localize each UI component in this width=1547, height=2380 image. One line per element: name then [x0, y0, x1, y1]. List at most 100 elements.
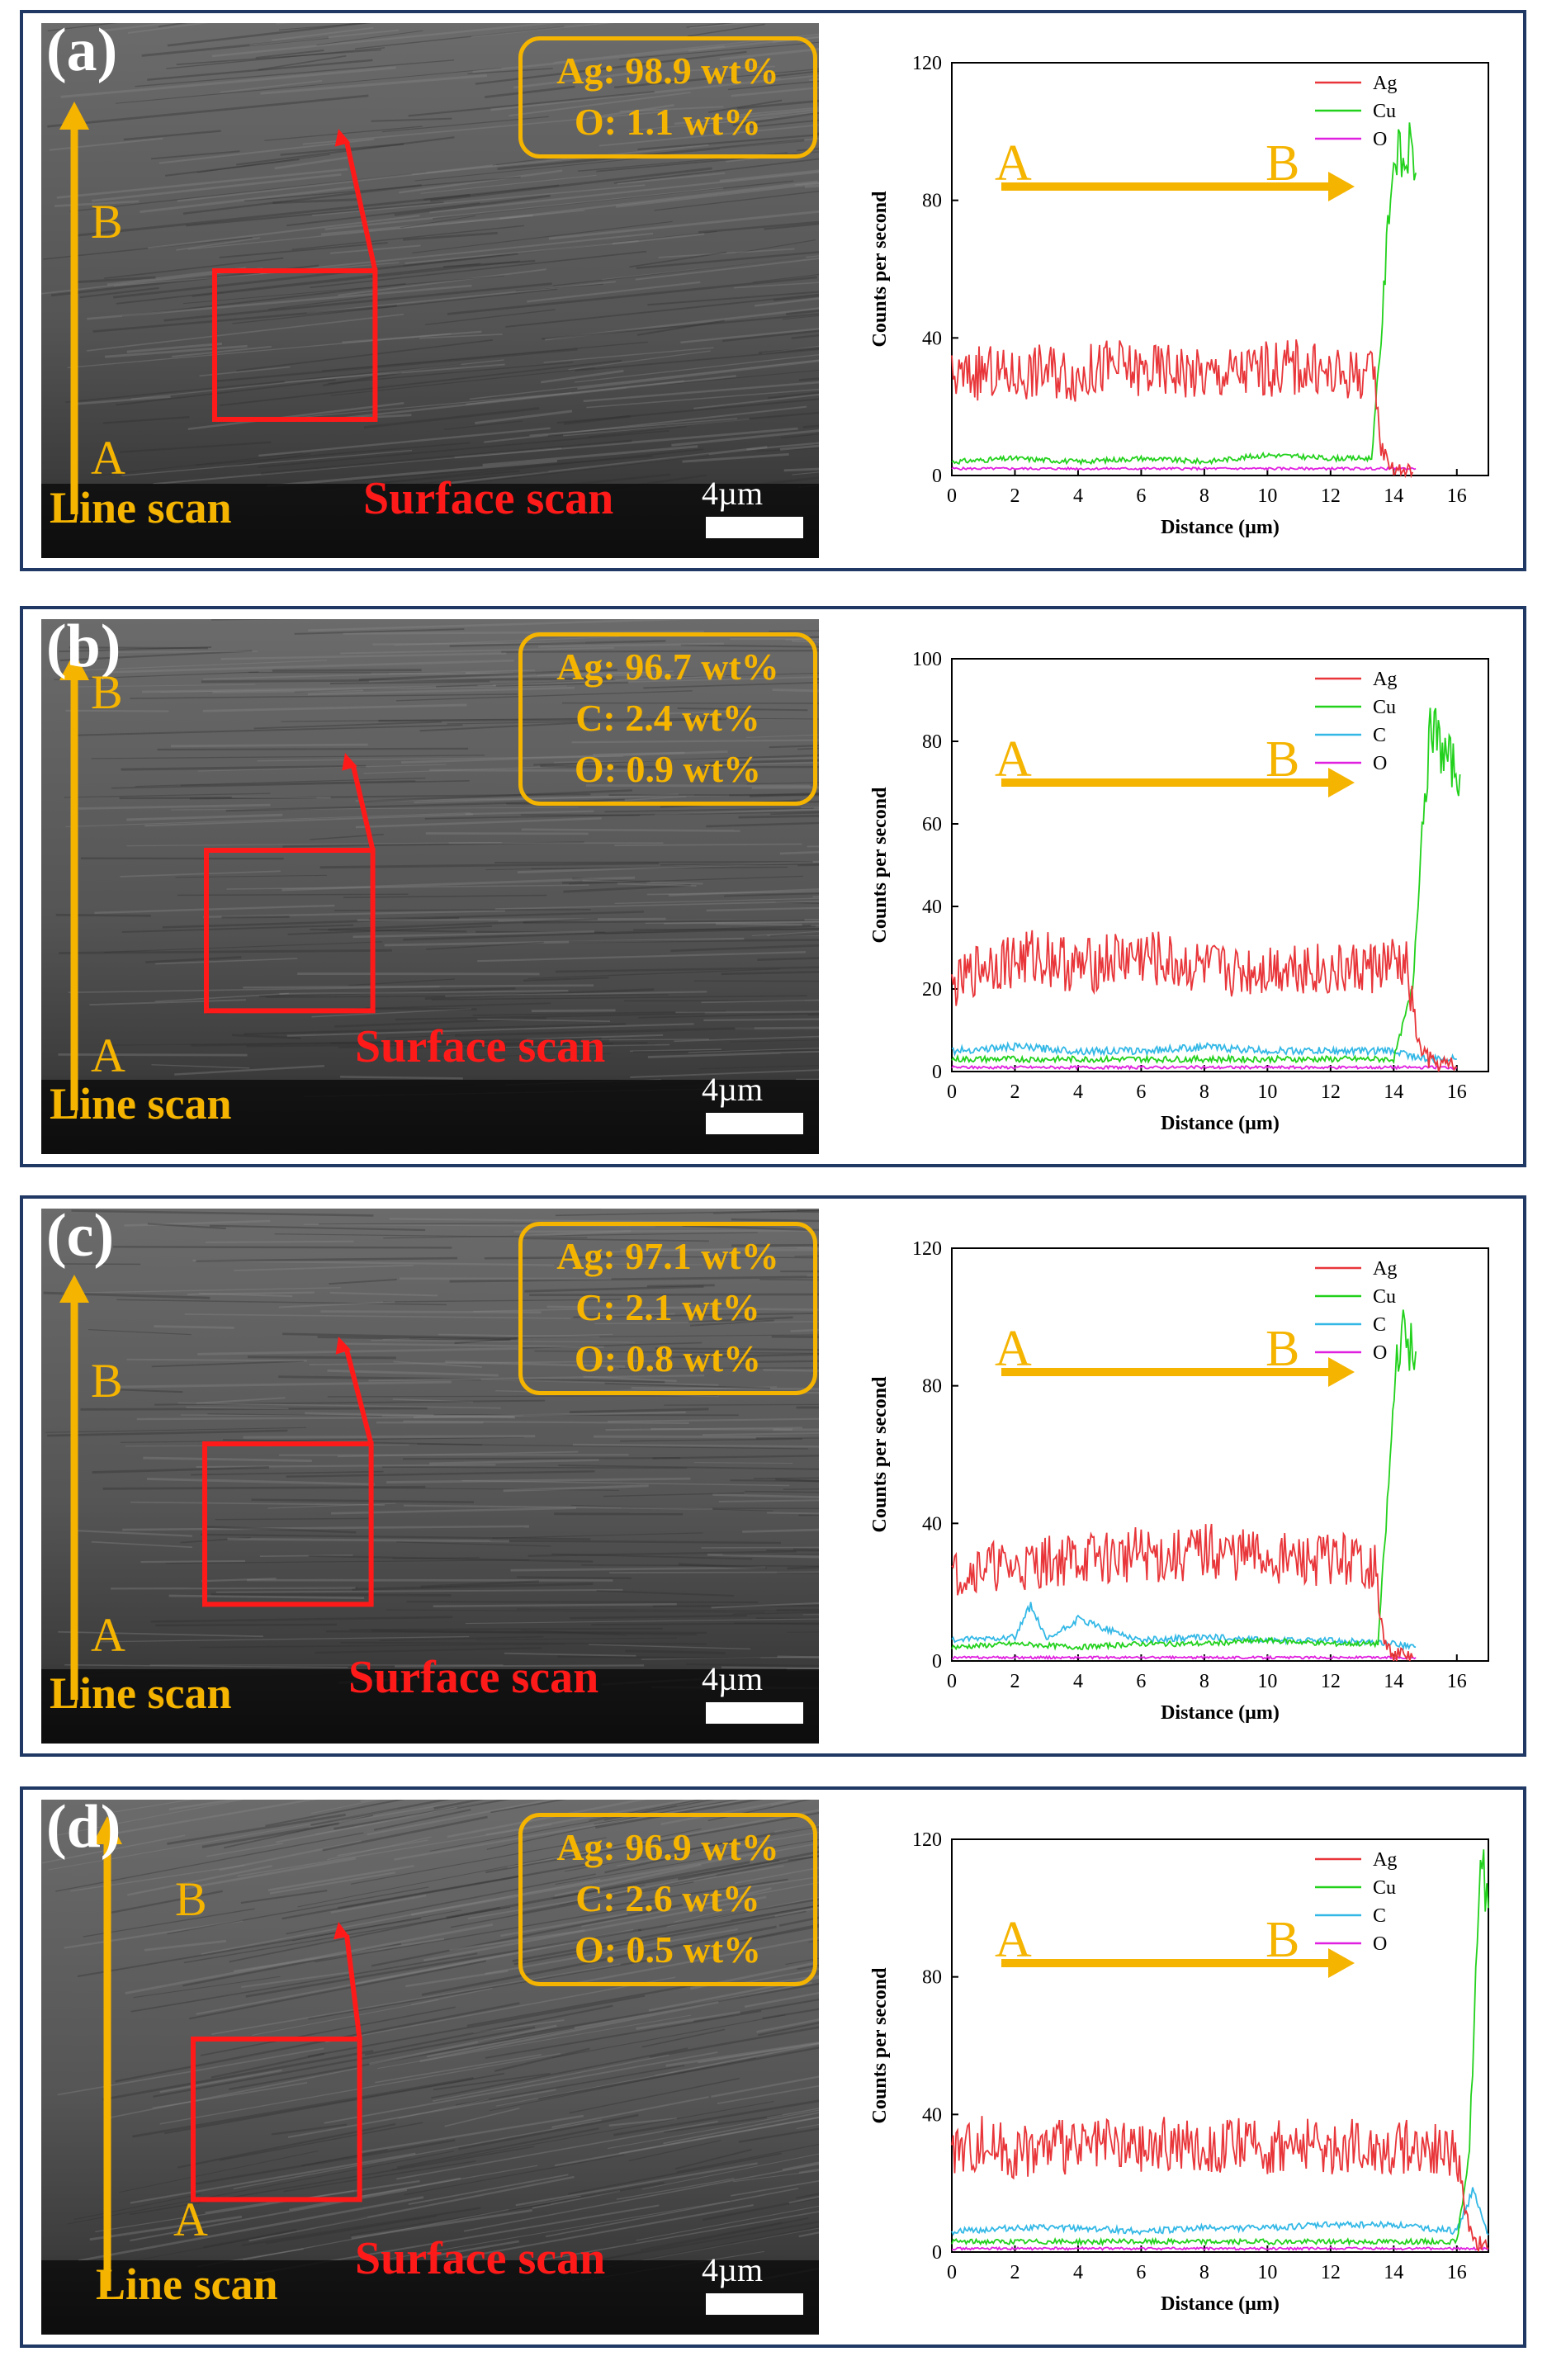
x-tick-label: 4	[1073, 2262, 1083, 2283]
point-a-label: A	[91, 431, 125, 485]
x-tick-label: 16	[1447, 1671, 1467, 1692]
surface-scan-label: Surface scan	[355, 1021, 606, 1072]
composition-box: Ag: 98.9 wt% O: 1.1 wt%	[518, 36, 817, 159]
y-tick-label: 0	[932, 1062, 942, 1083]
legend-label-o: O	[1373, 129, 1387, 150]
scan-direction-arrowhead	[1328, 1357, 1355, 1387]
y-tick-label: 0	[932, 1651, 942, 1673]
series-line-o	[951, 1654, 1417, 1661]
y-tick-label: 0	[932, 466, 942, 487]
plot-frame	[951, 658, 1489, 1072]
series-line-cu	[951, 1309, 1417, 1651]
panel-label: (c)	[46, 1209, 115, 1270]
y-tick-label: 60	[922, 814, 942, 835]
scale-bar-label: 4µm	[702, 2251, 764, 2288]
sem-texture	[41, 1800, 819, 2335]
arrow-end-label: B	[1266, 135, 1299, 192]
arrow-end-label: B	[1266, 1912, 1299, 1968]
sem-texture	[41, 23, 819, 558]
legend-label-ag: Ag	[1373, 669, 1397, 690]
sem-micrograph: (a) Ag: 98.9 wt% O: 1.1 wt% B A Line sca…	[41, 23, 819, 558]
x-axis-label: Distance (µm)	[1161, 1113, 1280, 1134]
plot-frame	[951, 1247, 1489, 1662]
scale-bar-label: 4µm	[702, 1660, 764, 1697]
legend-label-ag: Ag	[1373, 73, 1397, 94]
composition-o: O: 0.8 wt%	[574, 1337, 762, 1379]
series-line-ag	[951, 339, 1414, 479]
sem-micrograph: (d) Ag: 96.9 wt% C: 2.6 wt% O: 0.5 wt% B…	[41, 1800, 819, 2335]
arrow-end-label: B	[1266, 731, 1299, 788]
series-line-c	[951, 1602, 1417, 1651]
legend-label-c: C	[1373, 1314, 1386, 1336]
line-scan-chart: 0 2 4 6 8 10 12 14 16 0 20 40 60 80 100 Distance (µm) Co…	[869, 649, 1489, 1134]
x-tick-label: 8	[1199, 1081, 1209, 1103]
x-tick-label: 10	[1257, 485, 1277, 507]
series-line-ag	[951, 1523, 1414, 1662]
composition-box: Ag: 97.1 wt% C: 2.1 wt% O: 0.8 wt%	[518, 1222, 817, 1395]
composition-c: C: 2.1 wt%	[575, 1286, 760, 1328]
y-axis-label: Counts per second	[869, 1376, 891, 1533]
surface-scan-label: Surface scan	[348, 1652, 599, 1703]
y-tick-label: 0	[932, 2242, 942, 2264]
x-tick-label: 14	[1384, 1081, 1403, 1103]
y-tick-label: 100	[912, 649, 942, 670]
x-tick-label: 0	[947, 485, 957, 507]
x-tick-label: 0	[947, 1671, 957, 1692]
legend-label-o: O	[1373, 1933, 1387, 1955]
figure-panel-a: (a) Ag: 98.9 wt% O: 1.1 wt% B A Line sca…	[20, 10, 1526, 571]
x-tick-label: 12	[1321, 1081, 1341, 1103]
x-axis-label: Distance (µm)	[1161, 1702, 1280, 1724]
point-b-label: B	[91, 665, 123, 719]
sem-texture	[41, 1209, 819, 1744]
legend-label-o: O	[1373, 1342, 1387, 1364]
composition-ag: Ag: 96.9 wt%	[556, 1826, 779, 1868]
line-scan-chart: 0 2 4 6 8 10 12 14 16 0 40 80 120 Distance (µm) Counts…	[869, 1238, 1489, 1724]
y-tick-label: 80	[922, 191, 942, 212]
x-tick-label: 6	[1136, 1671, 1146, 1692]
point-a-label: A	[173, 2193, 208, 2246]
arrow-start-label: A	[995, 1321, 1032, 1377]
x-tick-label: 12	[1321, 2262, 1341, 2283]
composition-box: Ag: 96.9 wt% C: 2.6 wt% O: 0.5 wt%	[518, 1813, 817, 1986]
plot-frame	[951, 62, 1489, 476]
x-tick-label: 4	[1073, 1081, 1083, 1103]
point-b-label: B	[91, 195, 123, 248]
x-tick-label: 2	[1010, 485, 1020, 507]
y-tick-label: 80	[922, 731, 942, 753]
x-tick-label: 8	[1199, 1671, 1209, 1692]
y-axis-label: Counts per second	[869, 191, 891, 348]
composition-ag: Ag: 97.1 wt%	[556, 1235, 779, 1277]
series-line-cu	[951, 707, 1461, 1065]
x-tick-label: 2	[1010, 1671, 1020, 1692]
arrow-end-label: B	[1266, 1321, 1299, 1377]
legend-label-cu: Cu	[1373, 697, 1396, 718]
surface-scan-label: Surface scan	[363, 473, 614, 524]
line-scan-chart: 0 2 4 6 8 10 12 14 16 0 40 80 120 Distance (µm) Counts…	[869, 53, 1489, 538]
y-tick-label: 40	[922, 1513, 942, 1535]
point-a-label: A	[91, 1608, 125, 1662]
y-tick-label: 80	[922, 1376, 942, 1398]
panel-label: (a)	[46, 23, 118, 84]
x-tick-label: 12	[1321, 485, 1341, 507]
x-tick-label: 0	[947, 1081, 957, 1103]
panel-label: (d)	[46, 1800, 121, 1861]
legend-label-ag: Ag	[1373, 1258, 1397, 1280]
line-scan-label: Line scan	[50, 1079, 232, 1128]
x-tick-label: 16	[1447, 2262, 1467, 2283]
series-line-o	[951, 2245, 1489, 2251]
y-tick-label: 120	[912, 1238, 942, 1260]
legend-label-o: O	[1373, 753, 1387, 774]
scan-direction-arrowhead	[1328, 172, 1355, 201]
scan-direction-arrowhead	[1328, 1948, 1355, 1978]
arrow-start-label: A	[995, 135, 1032, 192]
line-scan-chart: 0 2 4 6 8 10 12 14 16 0 40 80 120 Distance (µm) Counts…	[869, 1829, 1489, 2315]
arrow-start-label: A	[995, 1912, 1032, 1968]
x-tick-label: 6	[1136, 485, 1146, 507]
x-tick-label: 10	[1257, 2262, 1277, 2283]
legend-label-cu: Cu	[1373, 101, 1396, 122]
y-tick-label: 120	[912, 53, 942, 74]
x-tick-label: 4	[1073, 1671, 1083, 1692]
x-tick-label: 10	[1257, 1081, 1277, 1103]
x-tick-label: 14	[1384, 485, 1403, 507]
composition-ag: Ag: 98.9 wt%	[556, 50, 779, 92]
